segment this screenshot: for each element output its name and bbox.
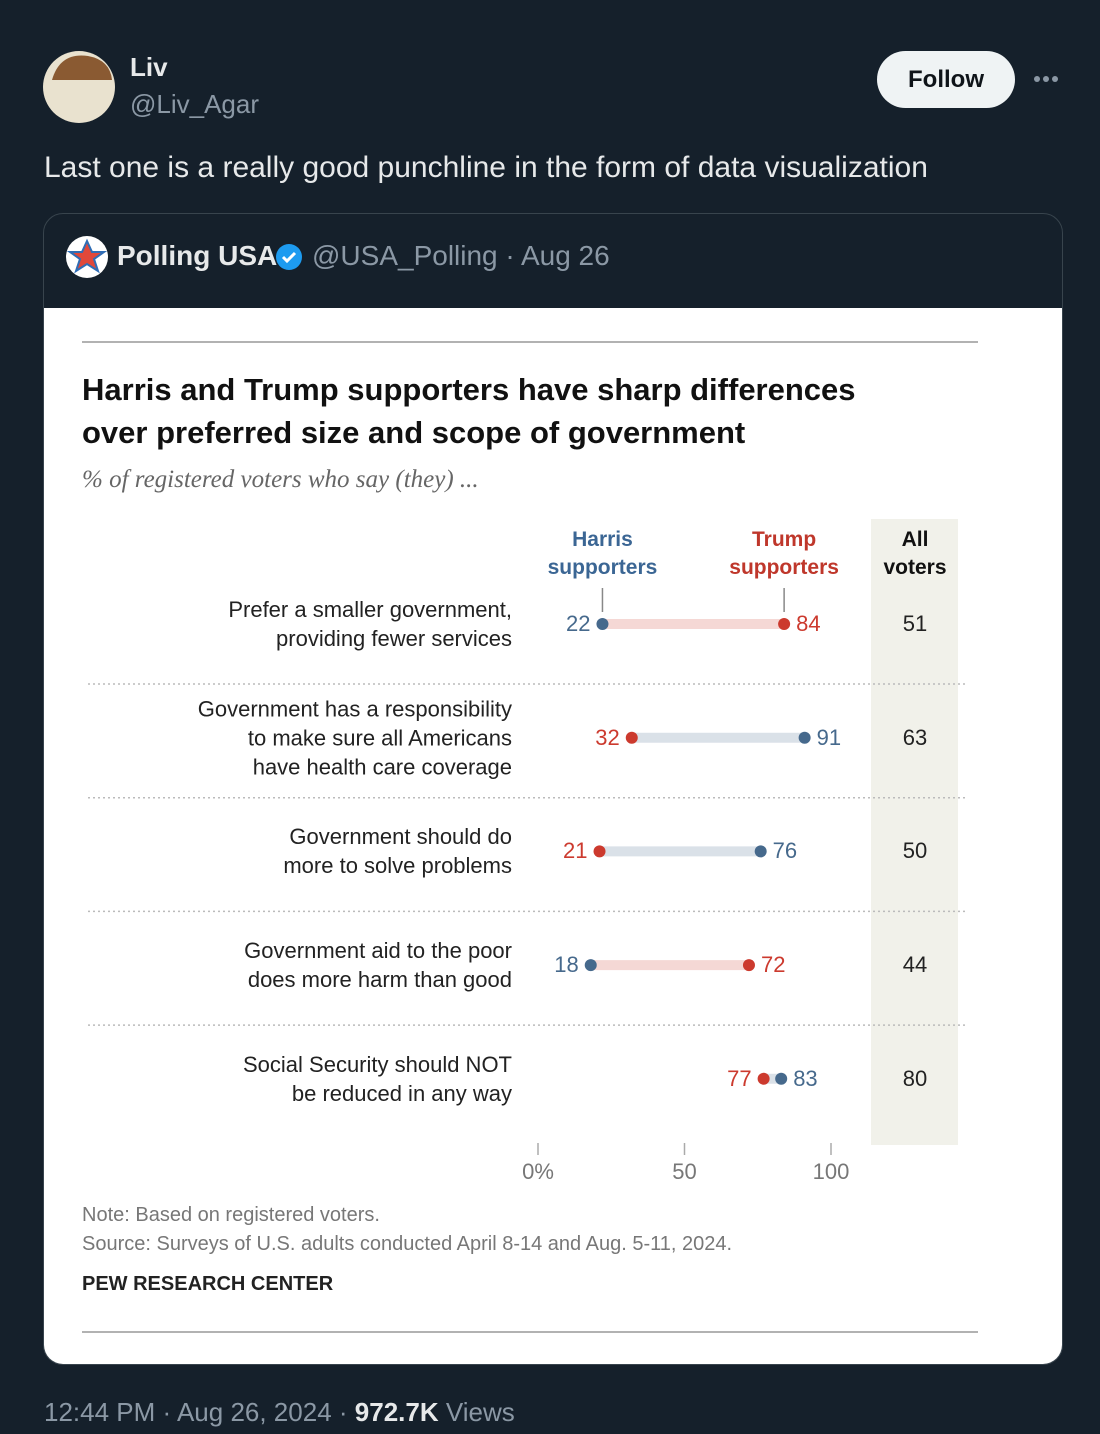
- follow-button[interactable]: Follow: [877, 51, 1015, 108]
- value-label: 83: [793, 1065, 818, 1091]
- all-voters-band: [871, 519, 958, 1145]
- dot: [798, 731, 811, 744]
- x-tick-label: 100: [812, 1159, 850, 1184]
- dot: [625, 731, 638, 744]
- column-header: All voters: [883, 528, 947, 579]
- category-label: Social Security should NOT be reduced in…: [243, 1051, 512, 1106]
- more-dot[interactable]: [1043, 76, 1049, 82]
- category-label: Prefer a smaller government, providing f…: [228, 597, 512, 651]
- timestamp[interactable]: 12:44 PM · Aug 26, 2024 ·: [44, 1397, 348, 1427]
- series-header: Trump supporters: [729, 528, 839, 579]
- value-label: 91: [816, 724, 842, 750]
- chart-title: Harris and Trump supporters have sharp d…: [82, 372, 856, 450]
- category-label: Government should do more to solve probl…: [283, 824, 512, 879]
- dot: [754, 845, 767, 858]
- chart-note: Note: Based on registered voters.: [82, 1204, 380, 1226]
- category-label: Government has a responsibility to make …: [197, 696, 512, 780]
- avatar-hat: [52, 55, 112, 80]
- all-voters-value: 51: [902, 611, 928, 636]
- dot: [742, 959, 755, 972]
- dot: [757, 1072, 770, 1085]
- tweet-text: Last one is a really good punchline in t…: [44, 151, 928, 184]
- chart-subtitle: % of registered voters who say (they) ..…: [82, 466, 479, 493]
- quote-avatar-star: [66, 238, 108, 274]
- value-label: 32: [595, 724, 620, 750]
- dot: [584, 959, 597, 972]
- quote-handle[interactable]: @USA_Polling · Aug 26: [312, 240, 610, 271]
- chart-source: Source: Surveys of U.S. adults conducted…: [82, 1233, 733, 1255]
- category-label: Government aid to the poor does more har…: [244, 938, 512, 993]
- x-tick-label: 0%: [522, 1159, 554, 1184]
- value-label: 21: [563, 838, 588, 864]
- all-voters-value: 50: [902, 838, 928, 864]
- dot: [775, 1072, 788, 1085]
- dot: [596, 618, 609, 630]
- author-name[interactable]: Liv: [130, 52, 168, 82]
- chart-credit: PEW RESEARCH CENTER: [82, 1273, 334, 1295]
- verified-check: [281, 251, 297, 264]
- tweet-meta: 12:44 PM · Aug 26, 2024 · 972.7K Views: [44, 1397, 515, 1428]
- series-header: Harris supporters: [547, 528, 658, 579]
- quote-card[interactable]: [43, 213, 1063, 1365]
- value-label: 77: [727, 1065, 752, 1091]
- views-count: 972.7K: [354, 1397, 439, 1427]
- author-handle[interactable]: @Liv_Agar: [130, 89, 260, 119]
- plot: [88, 588, 968, 1155]
- all-voters-value: 63: [902, 724, 928, 750]
- more-dot[interactable]: [1034, 76, 1040, 82]
- value-label: 22: [565, 611, 591, 636]
- all-voters-value: 44: [902, 952, 928, 978]
- value-label: 18: [554, 952, 579, 978]
- value-label: 72: [760, 952, 786, 978]
- views-label: Views: [445, 1397, 515, 1427]
- all-voters-value: 80: [902, 1065, 928, 1091]
- dot: [593, 845, 606, 858]
- dot: [778, 618, 791, 630]
- value-label: 84: [796, 611, 821, 636]
- more-dot[interactable]: [1052, 76, 1058, 82]
- quote-name[interactable]: Polling USA: [117, 240, 278, 271]
- x-tick-label: 50: [672, 1159, 697, 1184]
- value-label: 76: [772, 838, 798, 864]
